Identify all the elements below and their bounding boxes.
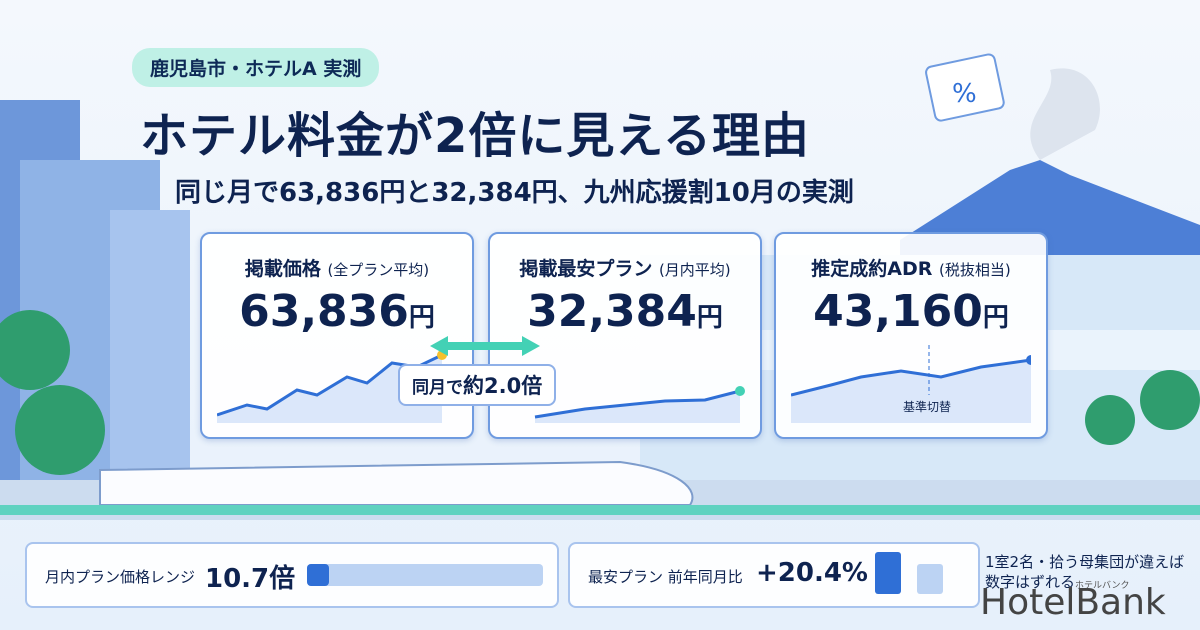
- sparkline: [534, 386, 745, 423]
- subtitle: 同じ月で63,836円と32,384円、九州応援割10月の実測: [175, 178, 854, 208]
- stat-box: 最安プラン 前年同月比 +20.4%: [568, 542, 980, 608]
- card-note: (税抜相当): [939, 261, 1011, 279]
- comparison-bars: [875, 552, 943, 594]
- card-title: 掲載価格: [244, 258, 321, 280]
- value: 63,836: [239, 286, 409, 337]
- card-note: (全プラン平均): [327, 261, 430, 279]
- card-value: 63,836円: [202, 286, 472, 337]
- card-label: 推定成約ADR (税抜相当): [776, 254, 1046, 281]
- card-title: 推定成約ADR: [811, 258, 933, 280]
- stat-value: 10.7倍: [205, 564, 296, 594]
- card-value: 32,384円: [490, 286, 760, 337]
- value: 43,160: [813, 286, 983, 337]
- comparison-value: 約2.0倍: [463, 374, 543, 398]
- stat-value: +20.4%: [756, 558, 868, 588]
- card-note: (月内平均): [658, 261, 731, 279]
- comparison: 同月で約2.0倍: [398, 364, 557, 406]
- sparkline: 基準切替: [791, 345, 1031, 423]
- unit: 円: [408, 303, 435, 333]
- title: ホテル料金が2倍に見える理由: [140, 108, 810, 164]
- logo: HotelBank: [980, 582, 1166, 623]
- footnote: 1室2名・拾う母集団が違えば数字はずれる: [985, 553, 1185, 591]
- card-label: 掲載価格 (全プラン平均): [202, 254, 472, 281]
- stat-label: 月内プラン価格レンジ: [45, 568, 196, 586]
- svg-text:%: %: [952, 79, 977, 109]
- annotation: 基準切替: [903, 399, 951, 414]
- comparison-prefix: 同月で: [412, 378, 463, 398]
- badge: 鹿児島市・ホテルA 実測: [132, 48, 380, 87]
- card-value: 43,160円: [776, 286, 1046, 337]
- stat-box: 月内プラン価格レンジ 10.7倍: [25, 542, 559, 608]
- card-title: 掲載最安プラン: [519, 258, 653, 280]
- logo-reading: ホテルバンク: [1075, 581, 1130, 591]
- arrow: [430, 336, 540, 356]
- card: 掲載価格 (全プラン平均) 63,836円: [200, 232, 474, 439]
- unit: 円: [982, 303, 1009, 333]
- card: 推定成約ADR (税抜相当) 43,160円 基準切替: [774, 232, 1048, 439]
- value: 32,384: [527, 286, 697, 337]
- range-bar: [307, 564, 543, 586]
- stat-label: 最安プラン 前年同月比: [588, 568, 743, 586]
- unit: 円: [696, 303, 723, 333]
- card-label: 掲載最安プラン (月内平均): [490, 254, 760, 281]
